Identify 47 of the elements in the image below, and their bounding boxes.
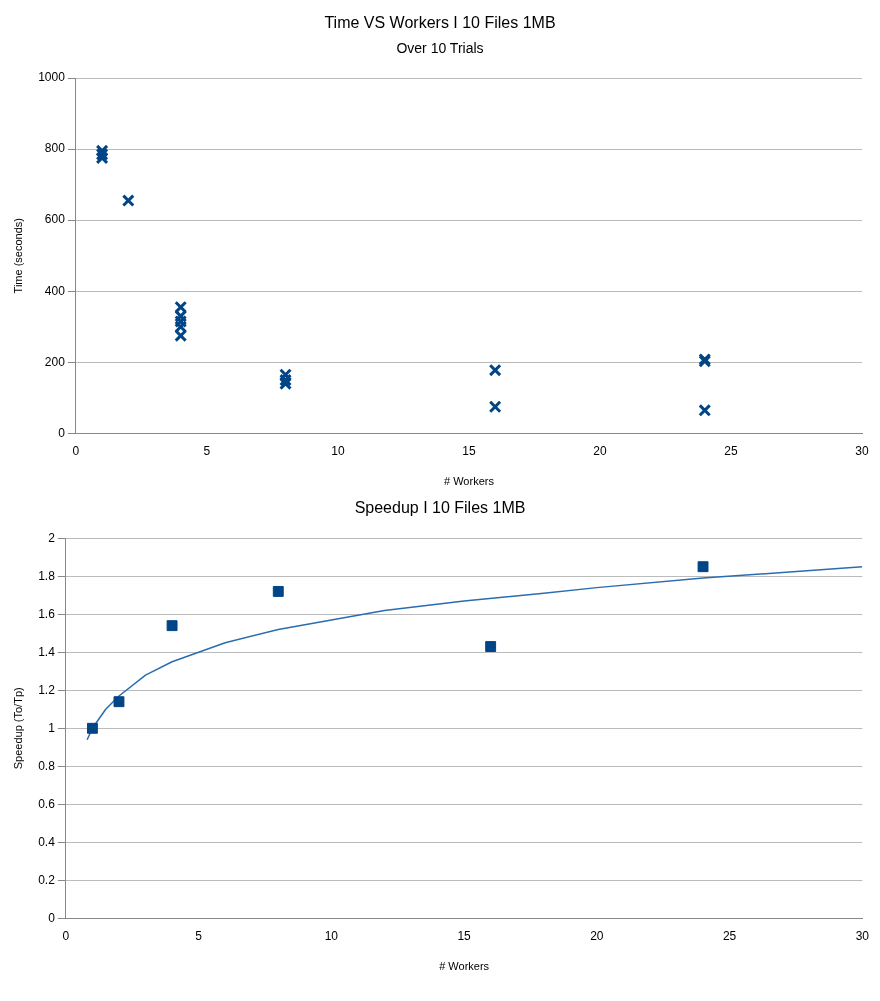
y-tick-label: 200	[44, 354, 66, 369]
y-tick-label: 0	[58, 425, 66, 440]
y-tick-label: 800	[44, 141, 66, 156]
x-tick-label: 30	[855, 443, 869, 458]
x-tick-label: 15	[457, 928, 472, 943]
y-tick-label: 1.4	[38, 644, 56, 659]
chart-subtitle: Over 10 Trials	[396, 40, 484, 57]
point	[697, 561, 709, 573]
x-tick-label: 20	[593, 443, 607, 458]
point	[166, 620, 178, 632]
x-tick-label: 5	[195, 928, 203, 943]
x-axis-title: # Workers	[443, 475, 495, 488]
point	[488, 363, 502, 377]
point	[485, 641, 497, 653]
x-tick-label: 10	[331, 443, 345, 458]
point	[272, 585, 284, 597]
y-axis-title: Speedup (To/Tp)	[11, 687, 24, 770]
chart-title: Speedup I 10 Files 1MB	[354, 499, 526, 517]
x-tick-label: 15	[462, 443, 476, 458]
point	[121, 194, 135, 208]
y-tick-label: 0	[48, 910, 56, 925]
y-tick-label: 1	[48, 720, 56, 735]
x-tick-label: 5	[203, 443, 211, 458]
y-tick-label: 2	[48, 530, 56, 545]
y-tick-label: 1.2	[38, 682, 56, 697]
point	[698, 403, 712, 417]
y-tick-label: 1.6	[38, 606, 56, 621]
x-tick-label: 0	[72, 443, 80, 458]
y-tick-label: 1.8	[38, 568, 56, 583]
y-tick-label: 0.6	[38, 796, 56, 811]
y-tick-label: 1000	[38, 70, 66, 85]
point	[113, 696, 125, 708]
y-tick-label: 0.2	[38, 872, 56, 887]
x-axis-title: # Workers	[439, 960, 490, 973]
y-tick-label: 0.8	[38, 758, 56, 773]
y-tick-label: 400	[44, 283, 66, 298]
y-axis-title: Time (seconds)	[11, 218, 24, 294]
x-tick-label: 10	[324, 928, 339, 943]
x-tick-label: 30	[855, 928, 870, 943]
chart-title: Time VS Workers I 10 Files 1MB	[324, 14, 556, 32]
point	[86, 722, 98, 734]
y-tick-label: 0.4	[38, 834, 56, 849]
point	[488, 400, 502, 414]
x-tick-label: 25	[722, 928, 737, 943]
x-tick-label: 20	[590, 928, 604, 943]
y-tick-label: 600	[44, 212, 66, 227]
x-tick-label: 25	[724, 443, 738, 458]
